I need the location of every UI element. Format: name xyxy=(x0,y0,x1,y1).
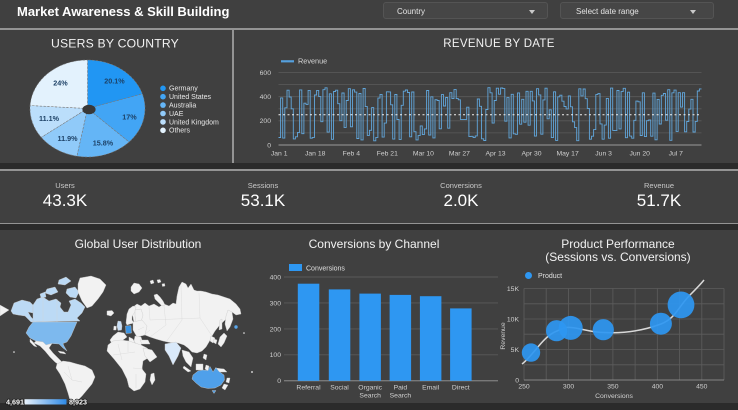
svg-text:Others: Others xyxy=(169,128,191,135)
svg-text:Product Performance: Product Performance xyxy=(561,237,675,251)
svg-text:Product: Product xyxy=(538,273,562,280)
svg-text:250: 250 xyxy=(518,384,530,391)
svg-text:20.1%: 20.1% xyxy=(104,77,125,86)
svg-text:400: 400 xyxy=(260,94,272,101)
svg-text:Mar 10: Mar 10 xyxy=(413,151,434,158)
svg-text:Apr 13: Apr 13 xyxy=(485,151,505,158)
svg-text:Organic: Organic xyxy=(358,385,382,392)
svg-text:Jun 20: Jun 20 xyxy=(629,151,650,158)
svg-text:Direct: Direct xyxy=(452,385,470,392)
svg-text:24%: 24% xyxy=(53,79,68,88)
svg-text:Referral: Referral xyxy=(296,385,321,392)
svg-text:Apr 30: Apr 30 xyxy=(521,151,541,158)
svg-text:Social: Social xyxy=(330,385,349,392)
svg-text:200: 200 xyxy=(260,118,272,125)
svg-text:450: 450 xyxy=(696,384,708,391)
svg-text:11.1%: 11.1% xyxy=(39,114,60,123)
svg-text:4,691: 4,691 xyxy=(6,398,24,407)
svg-text:Conversions: Conversions xyxy=(306,266,345,273)
svg-text:Jul 7: Jul 7 xyxy=(669,151,684,158)
svg-text:0: 0 xyxy=(515,377,519,384)
svg-text:10K: 10K xyxy=(507,316,520,323)
svg-text:200: 200 xyxy=(270,326,282,333)
svg-text:400: 400 xyxy=(652,384,664,391)
svg-text:0: 0 xyxy=(277,378,281,385)
svg-text:(Sessions vs. Conversions): (Sessions vs. Conversions) xyxy=(545,250,690,264)
svg-text:Email: Email xyxy=(422,385,439,392)
svg-text:Paid: Paid xyxy=(394,385,408,392)
svg-text:0: 0 xyxy=(267,142,271,149)
svg-text:300: 300 xyxy=(270,300,282,307)
svg-text:17%: 17% xyxy=(122,113,137,122)
svg-text:Jan 1: Jan 1 xyxy=(271,151,288,158)
svg-text:11.9%: 11.9% xyxy=(58,134,79,143)
svg-text:Conversions: Conversions xyxy=(595,393,633,400)
svg-text:Germany: Germany xyxy=(169,86,198,93)
svg-text:Search: Search xyxy=(359,393,381,400)
svg-text:Mar 27: Mar 27 xyxy=(449,151,470,158)
svg-text:Jun 3: Jun 3 xyxy=(595,151,612,158)
svg-text:Conversions by Channel: Conversions by Channel xyxy=(309,237,440,251)
svg-text:300: 300 xyxy=(563,384,575,391)
svg-text:May 17: May 17 xyxy=(556,151,579,158)
svg-text:Revenue: Revenue xyxy=(500,322,507,349)
svg-text:400: 400 xyxy=(270,274,282,281)
svg-text:REVENUE BY DATE: REVENUE BY DATE xyxy=(443,38,554,50)
svg-text:United Kingdom: United Kingdom xyxy=(169,119,219,126)
svg-text:USERS BY COUNTRY: USERS BY COUNTRY xyxy=(51,37,179,51)
svg-text:Search: Search xyxy=(390,393,412,400)
svg-text:United States: United States xyxy=(169,94,212,101)
svg-text:5K: 5K xyxy=(511,347,520,354)
svg-text:100: 100 xyxy=(270,352,282,359)
svg-text:600: 600 xyxy=(260,70,272,77)
svg-text:UAE: UAE xyxy=(169,111,184,118)
svg-text:Global User Distribution: Global User Distribution xyxy=(75,237,202,251)
svg-text:8,923: 8,923 xyxy=(69,398,87,407)
svg-text:Feb 21: Feb 21 xyxy=(377,151,398,158)
svg-text:Feb 4: Feb 4 xyxy=(343,151,361,158)
svg-text:15K: 15K xyxy=(507,286,520,293)
svg-text:350: 350 xyxy=(607,384,619,391)
svg-text:15.8%: 15.8% xyxy=(93,139,114,148)
svg-text:Australia: Australia xyxy=(169,103,196,110)
svg-text:Revenue: Revenue xyxy=(298,57,327,66)
svg-text:Jan 18: Jan 18 xyxy=(305,151,326,158)
